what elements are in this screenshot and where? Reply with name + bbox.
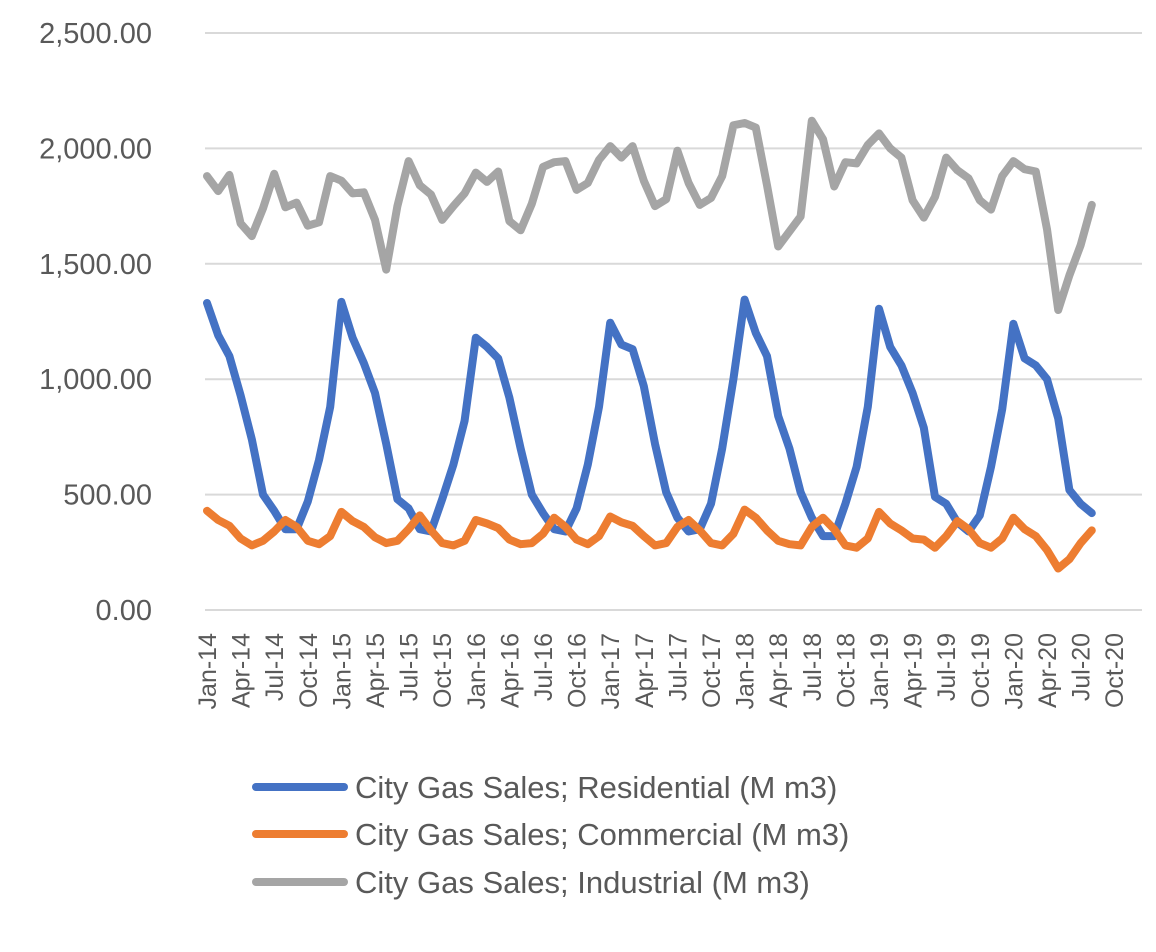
series-lines <box>203 116 1096 573</box>
y-tick-label: 2,000.00 <box>39 133 152 165</box>
legend-label-industrial: City Gas Sales; Industrial (M m3) <box>355 865 810 900</box>
series-line-commercial <box>203 505 1096 573</box>
x-tick-label: Jul-14 <box>261 633 289 701</box>
x-tick-label: Apr-17 <box>631 633 659 708</box>
x-tick-label: Jan-15 <box>328 633 356 709</box>
x-tick-label: Jan-14 <box>194 633 222 710</box>
x-tick-label: Jul-17 <box>664 633 692 701</box>
series-line-residential <box>203 295 1096 541</box>
x-tick-label: Jul-15 <box>396 633 424 701</box>
x-tick-label: Oct-14 <box>295 633 323 708</box>
x-axis: Jan-14 Apr-14 Jul-14 Oct-14 Jan-15 Apr-15 Jul-… <box>194 633 1129 710</box>
x-tick-label: Apr-19 <box>900 633 928 708</box>
x-tick-label: Oct-20 <box>1101 633 1129 708</box>
y-tick-label: 1,500.00 <box>39 249 152 281</box>
legend: City Gas Sales; Residential (M m3) City G… <box>252 770 849 900</box>
y-tick-label: 0.00 <box>96 595 152 627</box>
legend-label-residential: City Gas Sales; Residential (M m3) <box>355 770 837 805</box>
x-tick-label: Jul-18 <box>799 633 827 701</box>
x-tick-label: Jan-16 <box>463 633 491 709</box>
y-tick-label: 500.00 <box>63 480 152 512</box>
x-tick-label: Apr-20 <box>1034 633 1062 708</box>
x-tick-label: Jan-17 <box>597 633 625 709</box>
y-tick-label: 1,000.00 <box>39 364 152 396</box>
legend-label-commercial: City Gas Sales; Commercial (M m3) <box>355 817 849 852</box>
x-tick-label: Jul-19 <box>933 633 961 701</box>
x-tick-label: Oct-19 <box>967 633 995 708</box>
x-tick-label: Jul-20 <box>1068 633 1096 701</box>
x-tick-label: Jan-19 <box>866 633 894 709</box>
x-tick-label: Apr-18 <box>765 633 793 708</box>
y-tick-label: 2,500.00 <box>39 18 152 50</box>
gridlines <box>205 32 1142 611</box>
x-tick-label: Oct-15 <box>429 633 457 708</box>
x-tick-label: Jan-20 <box>1000 633 1028 709</box>
x-tick-label: Oct-17 <box>698 633 726 708</box>
x-tick-label: Apr-14 <box>228 633 256 708</box>
x-tick-label: Oct-18 <box>832 633 860 708</box>
x-tick-label: Jul-16 <box>530 633 558 701</box>
series-line-industrial <box>203 116 1096 314</box>
x-tick-label: Apr-15 <box>362 633 390 708</box>
y-axis: 0.00 500.00 1,000.00 1,500.00 2,000.00 2,500.… <box>39 18 152 627</box>
x-tick-label: Jan-18 <box>732 633 760 709</box>
x-tick-label: Apr-16 <box>496 633 524 708</box>
x-tick-label: Oct-16 <box>564 633 592 708</box>
